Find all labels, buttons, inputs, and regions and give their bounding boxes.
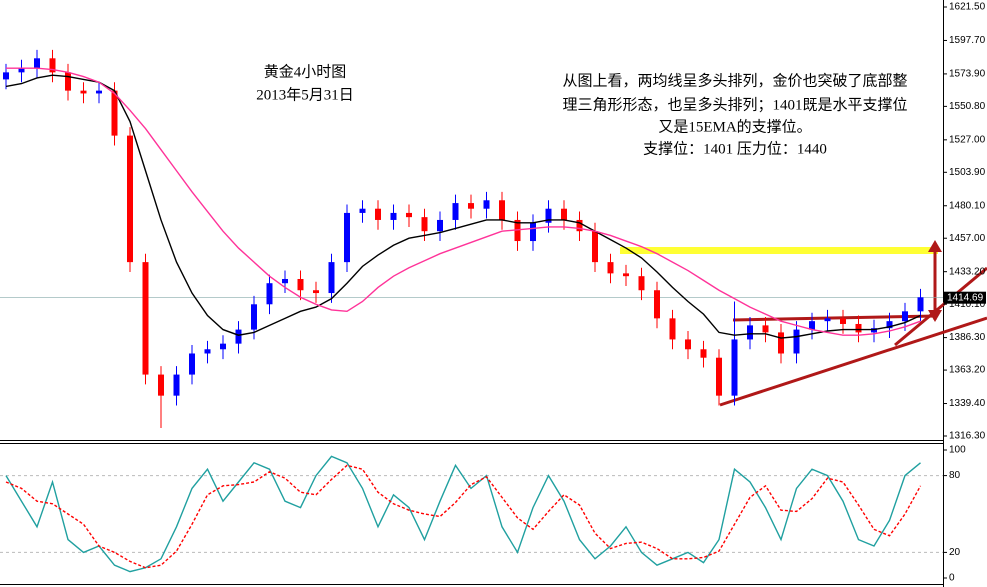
y-tick-label: 1433.20 — [949, 266, 986, 277]
last-price-label: 1414.69 — [947, 292, 984, 303]
candle-body — [917, 297, 924, 312]
candle-body — [251, 304, 257, 330]
candle-body — [142, 262, 149, 375]
candle-body — [34, 58, 40, 69]
y-tick-label: 1363.20 — [949, 365, 986, 376]
candle-body — [499, 200, 505, 220]
candle-body — [49, 58, 56, 73]
candle-body — [871, 328, 877, 333]
last-price-box — [944, 291, 986, 304]
candle-body — [328, 262, 335, 294]
candle-body — [437, 219, 443, 232]
series-line — [5, 455, 921, 573]
candle-body — [638, 276, 645, 291]
annotation: 理三角形形态，也呈多头排列；1401既是水平支撑位 — [562, 96, 907, 113]
candle-body — [902, 311, 908, 322]
y-tick-label: 1339.40 — [949, 398, 986, 409]
candle-body — [220, 343, 226, 350]
y-tick-label: 1316.30 — [949, 431, 986, 442]
y-tick-label: 0 — [949, 573, 955, 584]
candle-body — [189, 353, 195, 375]
candle-body — [65, 72, 71, 91]
arrow-head — [928, 310, 942, 322]
chart-title: 黄金4小时图 — [264, 63, 347, 80]
y-tick-label: 1503.90 — [949, 167, 986, 178]
y-tick-label: 1410.10 — [949, 299, 986, 310]
candle-body — [235, 329, 242, 344]
series-line — [5, 74, 921, 339]
y-tick-label: 20 — [949, 547, 961, 558]
candle-body — [390, 212, 397, 220]
candle-body — [375, 208, 381, 220]
series-line — [5, 464, 922, 569]
candle-body — [855, 323, 862, 333]
candle-body — [607, 262, 614, 274]
y-tick-label: 1480.10 — [949, 200, 986, 211]
candle-body — [483, 200, 490, 209]
candle-body — [793, 329, 800, 354]
candle-body — [96, 90, 102, 94]
candle-body — [623, 273, 629, 277]
y-tick-label: 1550.80 — [949, 101, 986, 112]
candle-body — [204, 349, 211, 354]
y-tick-label: 1597.70 — [949, 35, 986, 46]
candle-body — [561, 208, 567, 220]
candle-body — [576, 219, 583, 232]
candle-body — [359, 208, 366, 213]
candle-body — [669, 318, 676, 340]
candle-body — [18, 68, 25, 73]
candle-body — [468, 203, 474, 209]
candle-body — [452, 203, 459, 220]
candle-body — [778, 332, 784, 354]
candle-body — [545, 208, 552, 223]
trend-line — [894, 266, 987, 347]
candle-body — [111, 90, 118, 136]
y-tick-label: 100 — [949, 445, 966, 456]
candle-body — [282, 278, 288, 284]
candle-body — [886, 321, 893, 329]
candle-body — [80, 90, 87, 94]
candle-body — [700, 349, 707, 358]
arrow-head — [928, 240, 942, 252]
candle-body — [716, 357, 722, 396]
candle-body — [592, 231, 598, 263]
trend-line — [719, 316, 987, 407]
candle-body — [127, 135, 133, 263]
y-tick-label: 1621.50 — [949, 2, 986, 13]
candle-body — [809, 321, 815, 330]
y-tick-label: 1386.30 — [949, 332, 986, 343]
candle-body — [530, 222, 536, 242]
candle-body — [158, 374, 164, 396]
annotation: 支撑位：1401 压力位：1440 — [643, 140, 827, 157]
candle-body — [344, 212, 350, 263]
candle-body — [313, 290, 319, 294]
candle-body — [824, 318, 831, 322]
candle-body — [3, 72, 9, 80]
candle-body — [406, 212, 412, 218]
candle-body — [762, 325, 769, 333]
y-tick-label: 1527.00 — [949, 134, 986, 145]
y-tick-label: 80 — [949, 470, 961, 481]
candle-body — [654, 290, 660, 319]
highlight-band — [620, 247, 938, 254]
candle-body — [297, 278, 304, 291]
y-tick-label: 1457.00 — [949, 233, 986, 244]
chart-subtitle: 2013年5月31日 — [256, 86, 354, 103]
candle-body — [840, 318, 846, 324]
y-tick-label: 1573.90 — [949, 69, 986, 80]
candle-body — [731, 339, 738, 396]
candle-body — [173, 374, 180, 396]
series-line — [6, 67, 921, 336]
candle-body — [685, 339, 691, 350]
annotation: 从图上看，两均线呈多头排列，金价也突破了底部整 — [562, 72, 907, 89]
candle-body — [421, 217, 428, 232]
candle-body — [266, 283, 273, 305]
annotation: 又是15EMA的支撑位。 — [658, 118, 811, 135]
candle-body — [747, 325, 753, 340]
